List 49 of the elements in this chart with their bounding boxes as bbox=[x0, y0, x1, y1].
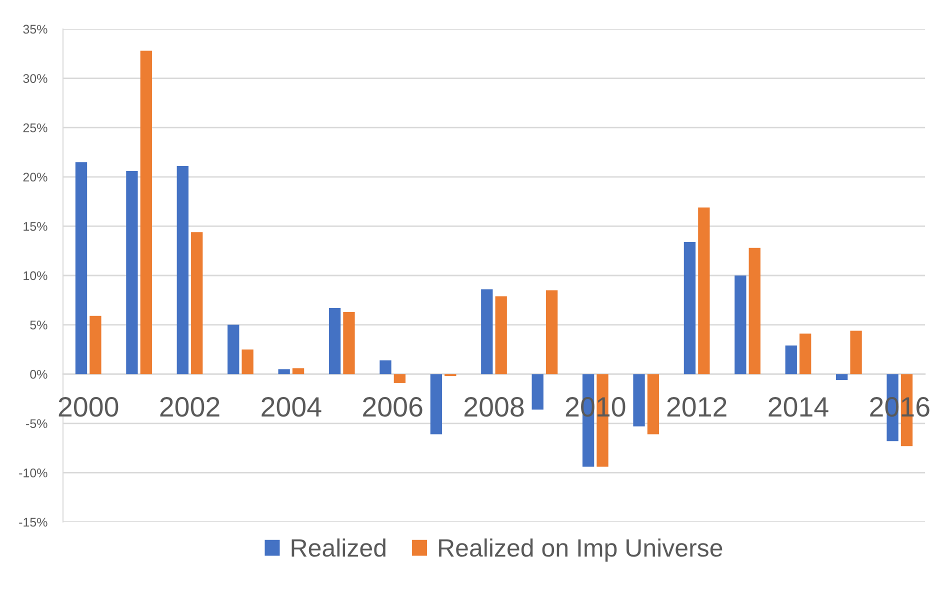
bar bbox=[698, 207, 710, 374]
bar bbox=[647, 374, 660, 434]
x-tick-label: 2002 bbox=[160, 397, 220, 417]
bar bbox=[343, 312, 355, 374]
y-tick-label: -15% bbox=[19, 518, 48, 527]
bar bbox=[850, 330, 862, 374]
bar bbox=[292, 368, 304, 374]
bar bbox=[734, 276, 746, 374]
y-tick-label: 20% bbox=[23, 172, 48, 182]
y-tick-label: -10% bbox=[19, 468, 48, 478]
y-tick-label: -5% bbox=[26, 419, 48, 428]
bar bbox=[748, 248, 760, 374]
y-tick-label: 0% bbox=[30, 370, 48, 379]
bar bbox=[278, 369, 290, 374]
x-tick-label: 2014 bbox=[768, 397, 828, 417]
bar bbox=[684, 242, 696, 374]
bar bbox=[90, 316, 102, 374]
legend-label: Realized on Imp Universe bbox=[439, 538, 722, 562]
y-tick-label: 25% bbox=[23, 123, 48, 132]
y-tick-label: 5% bbox=[30, 320, 48, 330]
y-tick-label: 10% bbox=[24, 271, 48, 280]
legend-label: Realized bbox=[292, 538, 386, 557]
bar bbox=[394, 374, 406, 383]
bar bbox=[126, 170, 138, 374]
y-tick-label: 30% bbox=[23, 74, 48, 83]
y-tick-label: 35% bbox=[23, 24, 48, 34]
bar bbox=[328, 308, 341, 374]
bar bbox=[546, 290, 558, 374]
bar bbox=[140, 50, 152, 374]
x-tick-label: 2008 bbox=[464, 397, 524, 417]
bar bbox=[176, 166, 188, 374]
x-tick-label: 2004 bbox=[262, 397, 322, 417]
bar bbox=[785, 346, 797, 374]
bar bbox=[242, 349, 254, 374]
x-tick-label: 2012 bbox=[667, 397, 726, 417]
bar bbox=[191, 232, 203, 374]
bar bbox=[430, 374, 442, 434]
bar bbox=[380, 360, 392, 374]
bar bbox=[633, 374, 645, 426]
x-tick-label: 2006 bbox=[363, 397, 422, 417]
bar bbox=[836, 374, 848, 380]
bar bbox=[495, 296, 507, 374]
bar bbox=[75, 162, 88, 374]
bar bbox=[800, 334, 812, 374]
bar bbox=[228, 324, 240, 374]
x-tick-label: 2000 bbox=[58, 397, 118, 417]
y-tick-label: 15% bbox=[24, 222, 48, 231]
bar bbox=[532, 374, 544, 410]
bar bbox=[481, 289, 493, 374]
